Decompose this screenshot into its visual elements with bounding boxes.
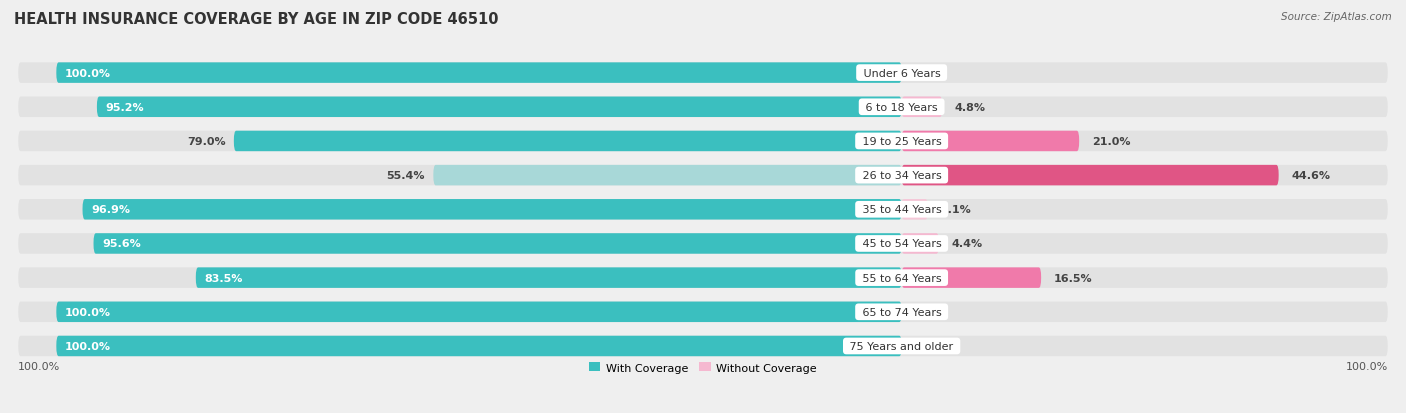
FancyBboxPatch shape [94, 234, 901, 254]
Text: 100.0%: 100.0% [1346, 361, 1388, 371]
Text: 35 to 44 Years: 35 to 44 Years [859, 205, 945, 215]
Legend: With Coverage, Without Coverage: With Coverage, Without Coverage [589, 363, 817, 373]
Text: 95.6%: 95.6% [103, 239, 141, 249]
Text: 21.0%: 21.0% [1092, 137, 1130, 147]
FancyBboxPatch shape [18, 268, 1388, 288]
Text: 0.0%: 0.0% [914, 307, 945, 317]
FancyBboxPatch shape [901, 234, 939, 254]
FancyBboxPatch shape [97, 97, 901, 118]
FancyBboxPatch shape [433, 166, 901, 186]
Text: 4.8%: 4.8% [955, 102, 986, 112]
FancyBboxPatch shape [83, 199, 901, 220]
Text: Source: ZipAtlas.com: Source: ZipAtlas.com [1281, 12, 1392, 22]
Text: 55 to 64 Years: 55 to 64 Years [859, 273, 945, 283]
FancyBboxPatch shape [233, 131, 901, 152]
FancyBboxPatch shape [18, 336, 1388, 356]
FancyBboxPatch shape [18, 234, 1388, 254]
FancyBboxPatch shape [901, 199, 928, 220]
Text: 55.4%: 55.4% [387, 171, 425, 180]
FancyBboxPatch shape [18, 97, 1388, 118]
Text: 65 to 74 Years: 65 to 74 Years [859, 307, 945, 317]
Text: Under 6 Years: Under 6 Years [859, 69, 943, 78]
Text: 4.4%: 4.4% [952, 239, 983, 249]
Text: 79.0%: 79.0% [187, 137, 225, 147]
Text: 19 to 25 Years: 19 to 25 Years [859, 137, 945, 147]
Text: 45 to 54 Years: 45 to 54 Years [859, 239, 945, 249]
FancyBboxPatch shape [18, 131, 1388, 152]
Text: 26 to 34 Years: 26 to 34 Years [859, 171, 945, 180]
Text: 100.0%: 100.0% [18, 361, 60, 371]
Text: 44.6%: 44.6% [1291, 171, 1330, 180]
FancyBboxPatch shape [901, 97, 942, 118]
FancyBboxPatch shape [56, 302, 901, 322]
Text: 75 Years and older: 75 Years and older [846, 341, 957, 351]
Text: 83.5%: 83.5% [204, 273, 243, 283]
Text: 16.5%: 16.5% [1054, 273, 1092, 283]
Text: 100.0%: 100.0% [65, 69, 111, 78]
Text: 100.0%: 100.0% [65, 341, 111, 351]
FancyBboxPatch shape [56, 63, 901, 84]
FancyBboxPatch shape [18, 302, 1388, 322]
FancyBboxPatch shape [901, 131, 1080, 152]
Text: 3.1%: 3.1% [941, 205, 972, 215]
FancyBboxPatch shape [195, 268, 901, 288]
Text: 100.0%: 100.0% [65, 307, 111, 317]
FancyBboxPatch shape [18, 166, 1388, 186]
Text: 6 to 18 Years: 6 to 18 Years [862, 102, 941, 112]
Text: 96.9%: 96.9% [91, 205, 129, 215]
Text: 0.0%: 0.0% [914, 341, 945, 351]
FancyBboxPatch shape [901, 166, 1278, 186]
Text: 95.2%: 95.2% [105, 102, 143, 112]
FancyBboxPatch shape [56, 336, 901, 356]
Text: 0.0%: 0.0% [914, 69, 945, 78]
FancyBboxPatch shape [18, 63, 1388, 84]
FancyBboxPatch shape [901, 268, 1040, 288]
Text: HEALTH INSURANCE COVERAGE BY AGE IN ZIP CODE 46510: HEALTH INSURANCE COVERAGE BY AGE IN ZIP … [14, 12, 499, 27]
FancyBboxPatch shape [18, 199, 1388, 220]
